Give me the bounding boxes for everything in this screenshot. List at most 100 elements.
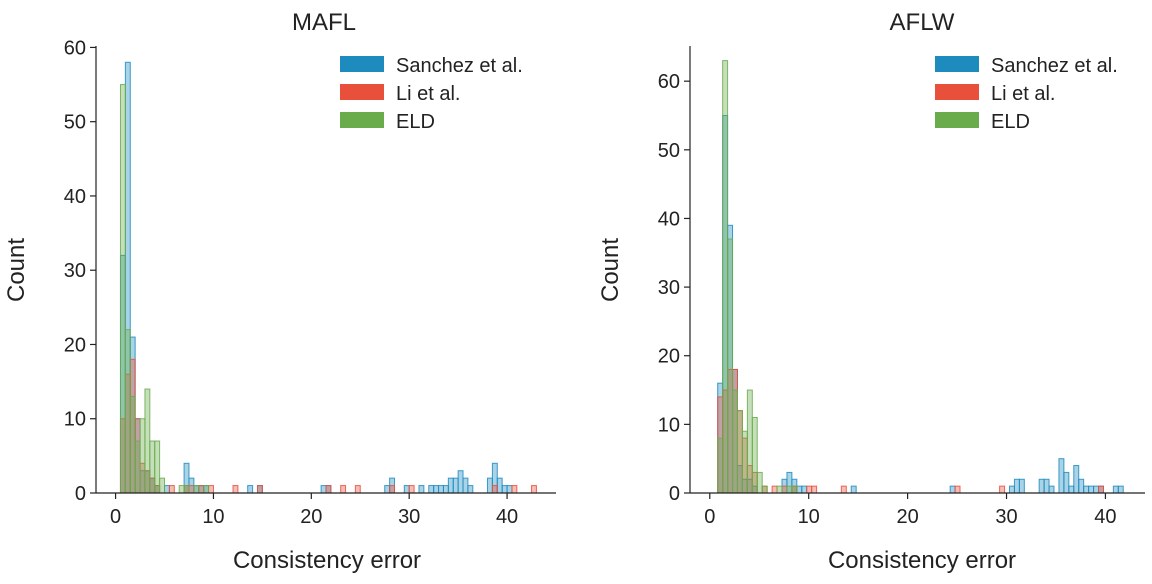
histogram-bar bbox=[1078, 478, 1085, 494]
histogram-bar bbox=[124, 329, 131, 494]
histogram-bar bbox=[756, 471, 763, 494]
x-ticks: 0 10 20 30 40 bbox=[110, 493, 518, 528]
chart-aflw: AFLW 0 10 20 30 40 50 60 0 10 20 30 40 Consistency… bbox=[597, 9, 1145, 574]
histogram-bar bbox=[1063, 471, 1070, 494]
legend-swatch-li bbox=[935, 84, 979, 100]
histogram-bar bbox=[462, 477, 469, 494]
y-tick-label: 10 bbox=[658, 414, 680, 436]
y-tick-label: 20 bbox=[64, 334, 86, 356]
y-tick-label: 40 bbox=[658, 208, 680, 230]
x-tick-label: 40 bbox=[496, 506, 518, 528]
histogram-bar bbox=[408, 485, 415, 494]
y-tick-label: 20 bbox=[658, 346, 680, 368]
y-tick-label: 50 bbox=[658, 140, 680, 162]
x-tick-label: 30 bbox=[995, 506, 1017, 528]
legend: Sanchez et al. Li et al. ELD bbox=[340, 55, 523, 133]
histogram-bar bbox=[447, 477, 454, 494]
chart-title: AFLW bbox=[890, 9, 955, 36]
y-axis-label: Count bbox=[3, 238, 30, 302]
histogram-bar bbox=[389, 485, 396, 494]
histogram-bar bbox=[506, 485, 513, 494]
y-tick-label: 30 bbox=[658, 277, 680, 299]
series-sanchez bbox=[119, 61, 513, 494]
histogram-bar bbox=[208, 485, 214, 494]
histogram-bar bbox=[949, 485, 956, 494]
x-ticks: 0 10 20 30 40 bbox=[704, 493, 1117, 528]
histogram-bar bbox=[198, 485, 205, 494]
histogram-bar bbox=[1018, 478, 1025, 494]
x-tick-label: 0 bbox=[110, 506, 121, 528]
histogram-bar bbox=[732, 389, 738, 494]
histogram-bar bbox=[247, 485, 254, 494]
histogram-bar bbox=[183, 485, 190, 494]
y-tick-label: 30 bbox=[64, 260, 86, 282]
histogram-bar bbox=[256, 485, 263, 494]
histogram-bar bbox=[1043, 478, 1050, 494]
y-ticks: 0 10 20 30 40 50 60 bbox=[658, 71, 690, 505]
histogram-bar bbox=[850, 485, 857, 494]
legend-swatch-sanchez bbox=[340, 56, 384, 72]
histogram-bar bbox=[129, 395, 136, 494]
y-tick-label: 60 bbox=[658, 71, 680, 93]
legend-swatch-eld bbox=[340, 112, 384, 128]
histogram-bar bbox=[486, 477, 493, 494]
histogram-bar bbox=[801, 485, 808, 494]
legend-swatch-li bbox=[340, 84, 384, 100]
histogram-bar bbox=[188, 485, 195, 494]
x-tick-label: 10 bbox=[798, 506, 820, 528]
histogram-bar bbox=[164, 485, 170, 494]
histogram-bar bbox=[119, 84, 126, 494]
histogram-bar bbox=[999, 485, 1006, 494]
histogram-bar bbox=[1112, 485, 1119, 494]
series-li bbox=[717, 368, 1104, 494]
histogram-bar bbox=[1088, 485, 1095, 494]
histogram-bar bbox=[193, 485, 200, 494]
histogram-bar bbox=[139, 418, 146, 494]
histogram-bar bbox=[1058, 458, 1065, 494]
histogram-bar bbox=[1073, 465, 1080, 494]
histogram-bar bbox=[717, 437, 724, 494]
legend-swatch-eld bbox=[935, 112, 979, 128]
x-tick-label: 30 bbox=[398, 506, 420, 528]
histogram-bar bbox=[511, 485, 518, 494]
y-tick-label: 0 bbox=[669, 483, 680, 505]
x-tick-label: 10 bbox=[202, 506, 224, 528]
histogram-bar bbox=[144, 388, 151, 494]
series-sanchez bbox=[717, 115, 1124, 494]
x-tick-label: 0 bbox=[704, 506, 715, 528]
y-tick-label: 0 bbox=[75, 483, 86, 505]
chart-mafl: MAFL 0 10 20 30 40 50 60 0 10 20 30 40 Consistency… bbox=[3, 9, 556, 574]
legend-label: Li et al. bbox=[396, 83, 460, 105]
histogram-bar bbox=[1038, 478, 1045, 494]
histogram-bar bbox=[438, 485, 444, 494]
legend: Sanchez et al. Li et al. ELD bbox=[935, 55, 1118, 133]
histogram-bar bbox=[491, 485, 498, 494]
histogram-bar bbox=[384, 485, 391, 494]
histogram-bar bbox=[340, 485, 347, 494]
histogram-bar bbox=[776, 485, 783, 494]
histogram-bar bbox=[761, 485, 768, 494]
histogram-bar bbox=[428, 485, 435, 494]
histogram-bar bbox=[433, 485, 440, 494]
histogram-bar bbox=[134, 440, 141, 494]
legend-label: ELD bbox=[396, 111, 435, 133]
histogram-bars bbox=[717, 60, 1124, 494]
histogram-bar bbox=[154, 440, 161, 494]
histogram-bar bbox=[531, 485, 537, 494]
histogram-bar bbox=[418, 485, 425, 494]
histogram-bar bbox=[1098, 485, 1104, 494]
x-axis-label: Consistency error bbox=[828, 547, 1016, 574]
x-tick-label: 20 bbox=[896, 506, 918, 528]
histogram-bar bbox=[1048, 485, 1055, 494]
series-eld bbox=[717, 60, 798, 494]
legend-label: Li et al. bbox=[991, 83, 1055, 105]
histogram-bar bbox=[1083, 485, 1090, 494]
legend-label: Sanchez et al. bbox=[991, 55, 1118, 77]
y-tick-label: 10 bbox=[64, 409, 86, 431]
chart-title: MAFL bbox=[292, 9, 356, 36]
legend-label: ELD bbox=[991, 111, 1030, 133]
histogram-bar bbox=[501, 485, 508, 494]
histogram-bar bbox=[1008, 485, 1015, 494]
histogram-bar bbox=[232, 485, 239, 494]
